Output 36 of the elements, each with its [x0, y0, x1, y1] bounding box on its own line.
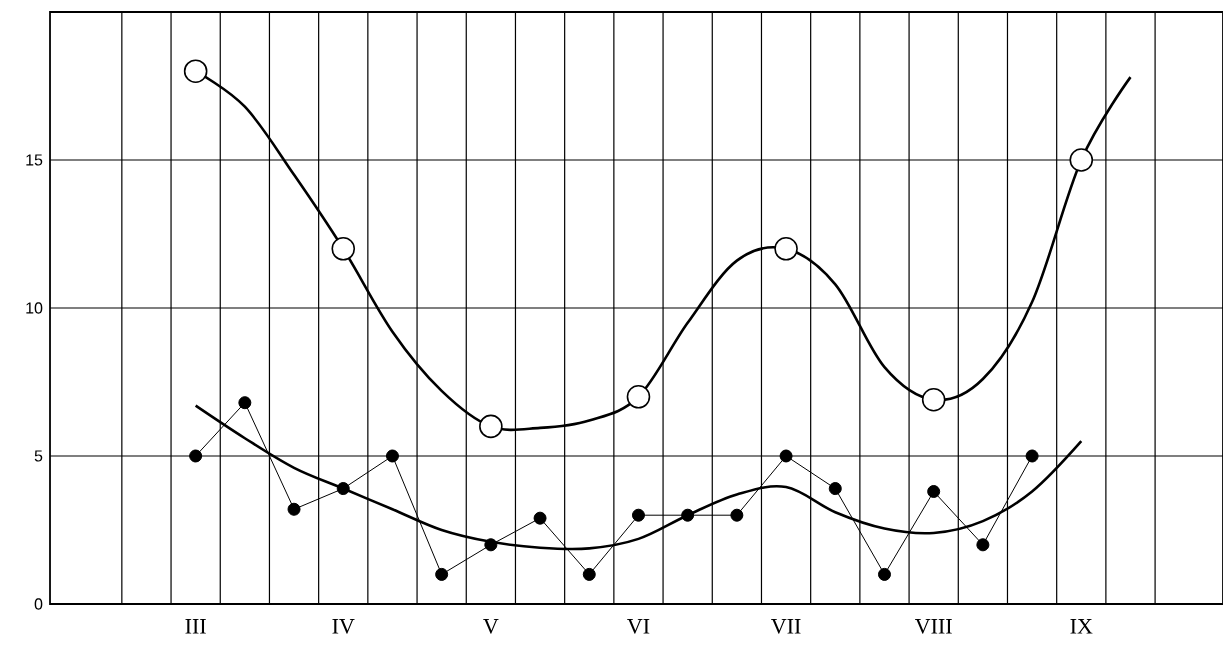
point — [1069, 148, 1094, 172]
point — [631, 508, 645, 522]
point — [976, 538, 990, 552]
point — [435, 567, 449, 581]
point — [336, 482, 350, 496]
point — [828, 482, 842, 496]
point — [779, 449, 793, 463]
y-tick-label: 10 — [26, 302, 43, 314]
point — [479, 414, 503, 439]
point — [774, 237, 798, 261]
point — [1025, 449, 1039, 463]
point — [238, 396, 252, 410]
point — [533, 511, 547, 525]
x-tick-label: VII — [771, 619, 801, 634]
point — [877, 567, 891, 581]
y-tick-label: 15 — [26, 154, 43, 166]
point — [921, 387, 946, 412]
point — [484, 538, 498, 552]
x-tick-label: VI — [627, 619, 650, 634]
point — [582, 567, 596, 581]
x-tick-label: IV — [332, 619, 355, 634]
y-tick-label: 5 — [34, 450, 43, 462]
x-tick-label: V — [483, 619, 499, 634]
point — [681, 508, 695, 522]
point — [927, 485, 941, 499]
x-tick-label: III — [185, 619, 206, 634]
point — [730, 508, 744, 522]
x-tick-label: VIII — [915, 619, 952, 634]
point — [385, 449, 399, 463]
y-tick-label: 0 — [34, 598, 43, 610]
point — [287, 502, 301, 516]
point — [331, 237, 356, 261]
x-tick-label: IX — [1070, 619, 1093, 634]
point — [183, 59, 208, 83]
point — [189, 449, 203, 463]
point — [626, 384, 651, 409]
